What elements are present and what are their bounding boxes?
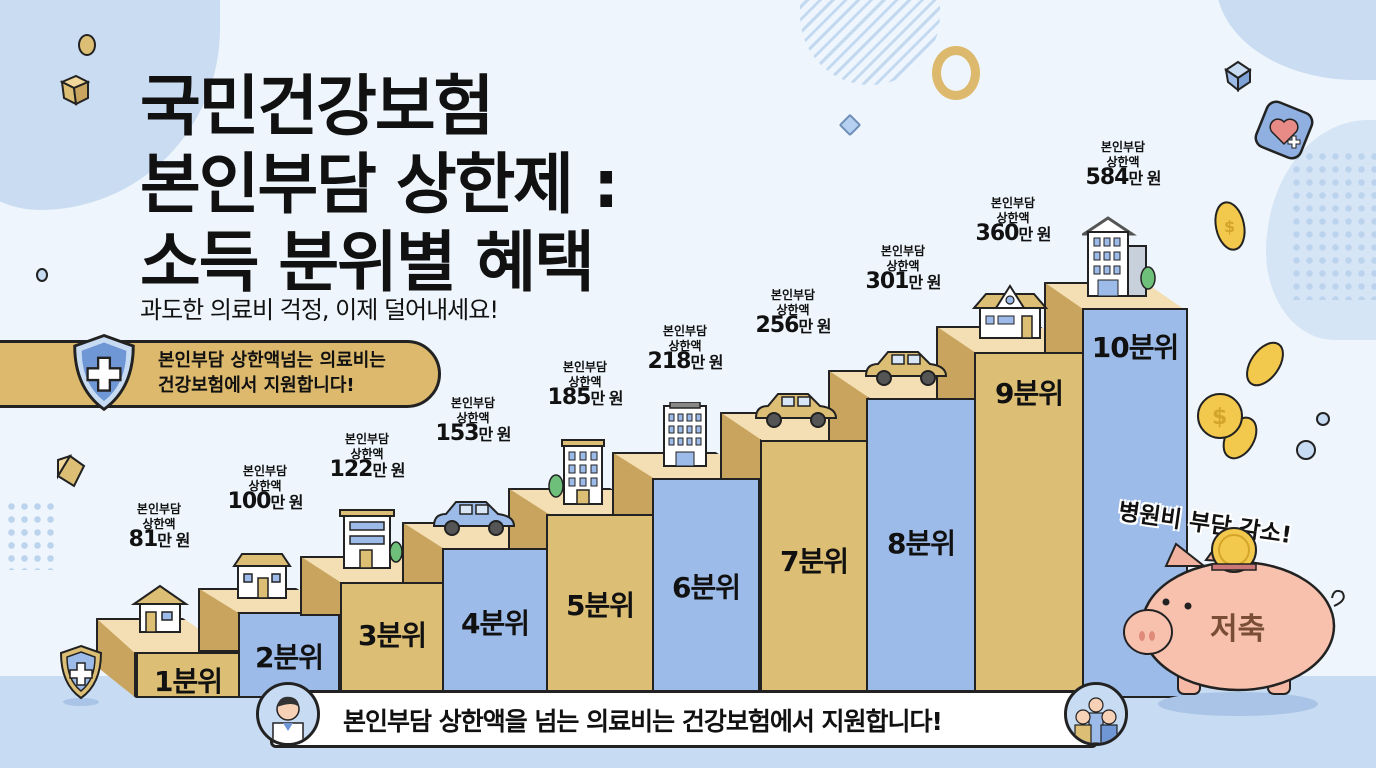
piggy-body-text: 저축 <box>1210 612 1266 647</box>
coin-icon: $ <box>1214 201 1246 251</box>
dot-pattern <box>5 500 55 570</box>
step-side-9 <box>936 326 978 400</box>
info-banner: 본인부담 상한액넘는 의료비는 건강보험에서 지원합니다! <box>0 340 441 408</box>
info-banner-line-1: 본인부담 상한액넘는 의료비는 <box>158 350 386 371</box>
title-line-2: 본인부담 상한제 : <box>140 146 619 223</box>
doctor-avatar-icon <box>256 682 320 746</box>
value-caption-q7: 본인부담 상한액 256만 원 <box>755 288 832 338</box>
dot-decoration <box>1296 440 1316 460</box>
bar-q3: 3분위 <box>340 582 444 698</box>
value-caption-q8: 본인부담 상한액 301만 원 <box>865 244 942 294</box>
bar-q8: 8분위 <box>866 398 976 698</box>
piggy-bank-icon <box>1123 527 1345 716</box>
office-tower-icon <box>663 402 707 467</box>
car-icon <box>864 351 948 386</box>
bar-q4: 4분위 <box>442 548 548 698</box>
value-caption-q3: 본인부담 상한액 122만 원 <box>329 432 406 482</box>
dot-pattern <box>1290 150 1376 300</box>
car-icon <box>432 501 516 536</box>
subtitle: 과도한 의료비 걱정, 이제 덜어내세요! <box>140 296 499 324</box>
bottom-banner-text: 본인부담 상한액을 넘는 의료비는 건강보험에서 지원합니다! <box>343 707 943 736</box>
diamond-decoration <box>838 113 862 137</box>
bottom-banner: 본인부담 상한액을 넘는 의료비는 건강보험에서 지원합니다! <box>270 690 1098 748</box>
title-line-3: 소득 분위별 혜택 <box>140 224 595 301</box>
info-banner-line-2: 건강보험에서 지원합니다! <box>158 375 355 396</box>
title-line-1: 국민건강보험 <box>140 68 494 145</box>
house-icon <box>232 553 292 599</box>
coin-icon <box>1246 341 1284 387</box>
svg-text:$: $ <box>1224 217 1235 236</box>
dot-decoration <box>1316 412 1330 426</box>
shield-plus-icon <box>73 333 135 412</box>
value-caption-q5: 본인부담 상한액 185만 원 <box>547 360 624 410</box>
family-avatar-icon <box>1064 682 1128 746</box>
apartment-building-icon <box>548 439 605 505</box>
svg-text:$: $ <box>1212 405 1227 430</box>
value-caption-q9: 본인부담 상한액 360만 원 <box>975 196 1052 246</box>
gold-ring-decoration <box>932 46 980 100</box>
striped-circle-decoration <box>800 0 940 85</box>
apartment-building-icon <box>1082 216 1156 297</box>
coin-stack-icon: $ <box>1197 393 1258 460</box>
house-icon <box>972 284 1048 339</box>
house-icon <box>130 584 190 633</box>
cube-icon <box>59 74 91 106</box>
value-caption-q4: 본인부담 상한액 153만 원 <box>435 396 512 446</box>
bar-q6: 6분위 <box>652 478 760 698</box>
heart-plus-icon <box>1254 100 1314 160</box>
value-caption-q6: 본인부담 상한액 218만 원 <box>647 324 724 374</box>
page-title: 국민건강보험 본인부담 상한제 : 소득 분위별 혜택 <box>140 68 619 302</box>
value-caption-q2: 본인부담 상한액 100만 원 <box>227 464 304 514</box>
dot-decoration <box>36 268 48 282</box>
cube-icon <box>56 454 86 488</box>
cube-icon <box>1224 60 1252 92</box>
bar-q1: 1분위 <box>136 652 240 698</box>
bar-q5: 5분위 <box>546 514 654 698</box>
car-icon <box>754 393 838 428</box>
gold-dot-decoration <box>78 34 96 56</box>
bar-q7: 7분위 <box>760 440 868 698</box>
value-caption-q1: 본인부담 상한액 81만 원 <box>128 502 191 552</box>
office-building-icon <box>339 509 403 569</box>
bar-q9: 9분위 <box>974 352 1084 698</box>
shield-plus-icon <box>59 644 103 706</box>
value-caption-q10: 본인부담 상한액 584만 원 <box>1085 140 1162 190</box>
